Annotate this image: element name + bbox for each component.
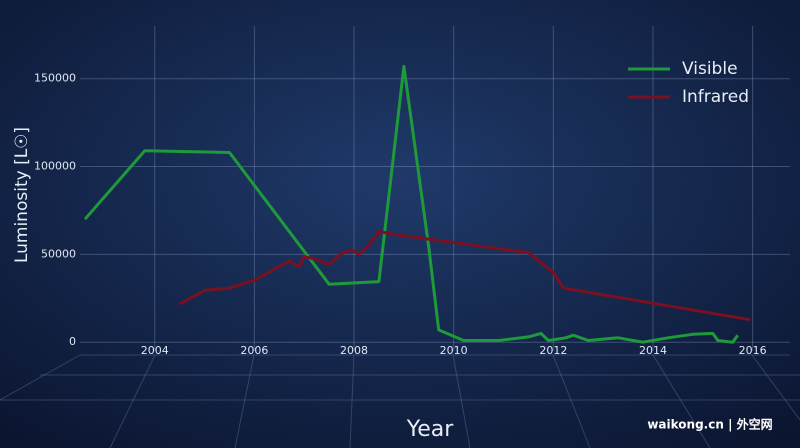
x-tick-label: 2014 xyxy=(639,344,667,357)
watermark: waikong.cn | 外空网 xyxy=(647,417,772,432)
floor-grid xyxy=(0,354,800,448)
y-axis-label: Luminosity [L☉] xyxy=(12,127,32,263)
x-tick-label: 2016 xyxy=(739,344,767,357)
y-tick-label: 150000 xyxy=(34,72,76,85)
line-series xyxy=(83,64,739,344)
y-tick-label: 100000 xyxy=(34,160,76,173)
x-tick-label: 2012 xyxy=(539,344,567,357)
x-tick-label: 2008 xyxy=(340,344,368,357)
x-tick-label: 2004 xyxy=(141,344,169,357)
x-tick-label: 2006 xyxy=(240,344,268,357)
x-tick-label: 2010 xyxy=(440,344,468,357)
line-series xyxy=(178,230,751,322)
y-tick-label: 50000 xyxy=(41,247,76,260)
legend-label: Visible xyxy=(682,59,738,79)
y-tick-label: 0 xyxy=(69,335,76,348)
x-axis-label: Year xyxy=(406,417,455,442)
legend-label: Infrared xyxy=(682,87,749,107)
